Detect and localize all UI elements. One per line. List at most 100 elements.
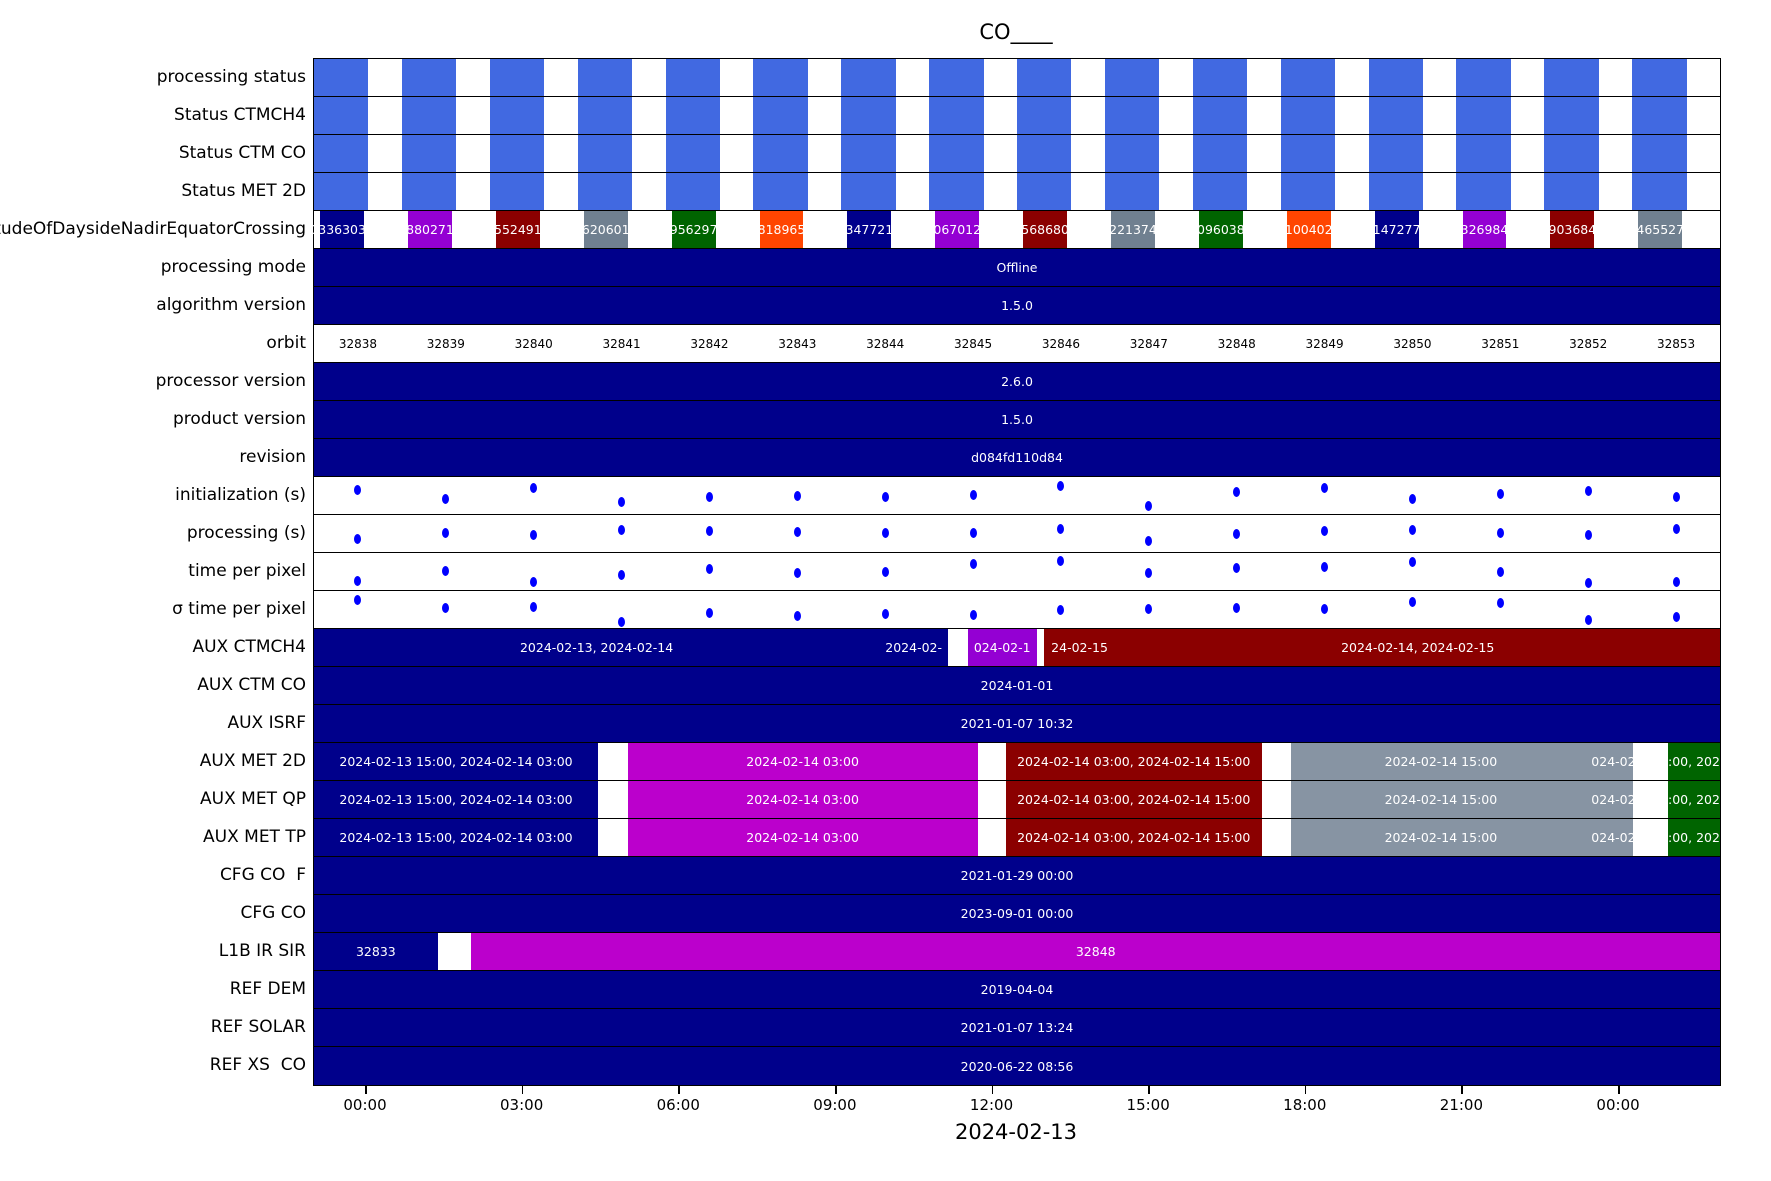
row-label-orbit_blocks: Status CTM CO [178, 143, 306, 163]
x-tick-mark [991, 1086, 994, 1094]
row-label-orbit_blocks: Status MET 2D [181, 181, 306, 201]
scatter-dot [705, 607, 713, 618]
timeline-bar: 2024-02-14 15:00 [1291, 781, 1591, 818]
timeline-row: 03363037 98802713 75524910 36206015 89562978… [310, 211, 1720, 249]
timeline-row [314, 173, 1720, 211]
scatter-dot [1321, 526, 1329, 537]
timeline-bar [1104, 59, 1160, 96]
timeline-bar: 89562978 [662, 211, 725, 248]
timeline-bar [1632, 59, 1687, 96]
timeline-bar [1280, 173, 1336, 210]
orbit-number: 32851 [1481, 336, 1520, 351]
scatter-dot [442, 527, 450, 538]
timeline-bar: 03363037 [310, 211, 374, 248]
timeline-bar [577, 97, 633, 134]
scatter-dot [969, 528, 977, 539]
timeline-bar [1192, 135, 1248, 172]
timeline-bar [929, 97, 984, 134]
timeline-row: 2020-06-22 08:56 [314, 1047, 1720, 1085]
timeline-bar [1017, 135, 1072, 172]
timeline-bar [1544, 135, 1599, 172]
timeline-bar: 98802713 [398, 211, 462, 248]
timeline-bar: 2021-01-07 13:24 [314, 1009, 1720, 1046]
row-label-full_bar: CFG CO [240, 903, 306, 923]
timeline-row: 1.5.0 [314, 287, 1720, 325]
timeline-bar [1104, 97, 1160, 134]
timeline-row: 2023-09-01 00:00 [314, 895, 1720, 933]
timeline-row: 1.5.0 [314, 401, 1720, 439]
timeline-bar: 36206015 [574, 211, 638, 248]
scatter-dot [1496, 567, 1504, 577]
timeline-bar: 31472777 [1365, 211, 1428, 248]
scatter-dot [969, 610, 977, 621]
timeline-bar [1368, 97, 1423, 134]
scatter-dot [1145, 603, 1153, 614]
timeline-bar [1632, 97, 1687, 134]
timeline-bar [841, 59, 896, 96]
orbit-number: 32845 [953, 336, 993, 351]
timeline-bar: :00, 202 [1667, 781, 1720, 818]
timeline-bar [929, 135, 984, 172]
timeline-bar: 44655273 [1628, 211, 1692, 248]
scatter-dot [705, 564, 713, 575]
scatter-dot [1321, 603, 1329, 614]
timeline-plot-area: 03363037 98802713 75524910 36206015 89562978… [310, 58, 1721, 1086]
scatter-dot [530, 530, 538, 541]
x-tick-mark [365, 1086, 367, 1094]
timeline-bar: 2020-06-22 08:56 [314, 1047, 1720, 1085]
row-label-scatter: time per pixel [188, 561, 306, 581]
timeline-bar: 2024-02-14 03:00, 2024-02-14 15:00 [1005, 743, 1262, 780]
row-label-full_bar: CFG CO F [219, 865, 306, 885]
scatter-dot [881, 527, 889, 538]
scatter-dot [618, 525, 626, 536]
x-tick-mark [521, 1086, 524, 1094]
timeline-bar: 2024-02-14 03:00 [627, 819, 978, 856]
row-label-full_bar: processor version [155, 371, 306, 391]
timeline-bar [841, 135, 896, 172]
scatter-dot [1496, 488, 1504, 499]
timeline-bar: 99036844 [1541, 211, 1604, 248]
scatter-dot [705, 526, 713, 537]
timeline-bar [1632, 173, 1687, 210]
timeline-bar [577, 135, 633, 172]
timeline-bar: 1.5.0 [314, 401, 1720, 438]
timeline-bar [401, 59, 457, 96]
timeline-bar: 2024-02- [879, 629, 949, 666]
row-label-scatter: processing (s) [186, 523, 306, 543]
timeline-bar: 2024-02-14 03:00 [627, 743, 978, 780]
timeline-bar [1280, 59, 1336, 96]
timeline-bar [401, 173, 457, 210]
x-tick-mark [678, 1086, 680, 1094]
orbit-number: 32846 [1041, 336, 1081, 351]
scatter-dot [793, 610, 801, 621]
timeline-bar [753, 97, 808, 134]
x-axis-date-label: 2024-02-13 [954, 1120, 1078, 1144]
timeline-bar [401, 135, 457, 172]
timeline-bar: 24-02-15 [1043, 629, 1116, 666]
timeline-row: 2021-01-07 13:24 [314, 1009, 1720, 1047]
scatter-dot [793, 491, 801, 501]
scatter-dot [969, 558, 977, 569]
timeline-bar [314, 59, 369, 96]
row-label-full_bar: REF DEM [229, 979, 306, 999]
x-tick-label: 06:00 [656, 1096, 700, 1114]
row-label-segments: AUX MET 2D [199, 751, 306, 771]
orbit-number: 32840 [514, 336, 553, 351]
timeline-bar [1368, 135, 1423, 172]
timeline-bar [841, 173, 896, 210]
timeline-bar [753, 59, 808, 96]
timeline-bar [929, 173, 984, 210]
scatter-dot [1584, 577, 1592, 588]
scatter-dot [1321, 483, 1329, 494]
timeline-row [314, 591, 1720, 629]
timeline-bar: 2024-02-14 03:00, 2024-02-14 15:00 [1005, 819, 1262, 856]
row-label-scatter: initialization (s) [175, 485, 306, 505]
timeline-bar: 2024-02-13 15:00, 2024-02-14 03:00 [314, 781, 598, 818]
timeline-bar: 73269841 [1453, 211, 1516, 248]
orbit-number: 32848 [1217, 336, 1256, 351]
timeline-row [314, 477, 1720, 515]
scatter-dot [618, 616, 626, 627]
scatter-dot [530, 576, 538, 587]
timeline-bar [577, 59, 633, 96]
timeline-bar [1544, 97, 1599, 134]
